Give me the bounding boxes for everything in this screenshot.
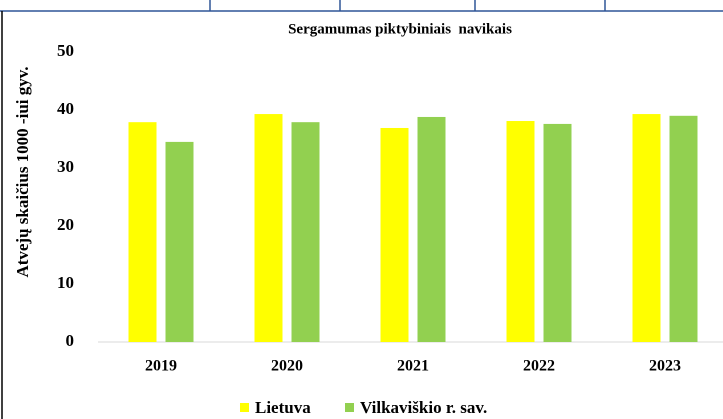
x-tick-label: 2023 — [649, 358, 681, 375]
y-tick-label: 20 — [57, 215, 74, 234]
legend-swatch — [240, 403, 249, 412]
y-axis-label: Atvejų skaičius 1000 -iui gyv. — [13, 66, 32, 277]
legend-swatch — [345, 403, 354, 412]
y-tick-label: 30 — [57, 157, 74, 176]
y-tick-label: 50 — [57, 41, 74, 60]
bar — [632, 114, 661, 342]
bar — [417, 116, 446, 343]
bar — [380, 127, 409, 342]
x-tick-label: 2021 — [397, 358, 429, 375]
x-tick-label: 2019 — [145, 358, 177, 375]
bar — [669, 115, 698, 342]
y-tick-label: 0 — [66, 331, 75, 350]
bar — [291, 122, 320, 343]
x-tick-label: 2020 — [271, 358, 303, 375]
legend-label: Lietuva — [255, 398, 311, 417]
bar — [543, 123, 572, 342]
x-tick-label: 2022 — [523, 358, 555, 375]
bar — [506, 121, 535, 343]
legend-label: Vilkaviškio r. sav. — [360, 398, 487, 417]
bar — [128, 122, 157, 343]
bar — [165, 141, 194, 342]
bar — [254, 114, 283, 342]
chart-title: Sergamumas piktybiniais navikais — [288, 21, 512, 37]
y-tick-label: 40 — [57, 99, 74, 118]
y-tick-label: 10 — [57, 273, 74, 292]
